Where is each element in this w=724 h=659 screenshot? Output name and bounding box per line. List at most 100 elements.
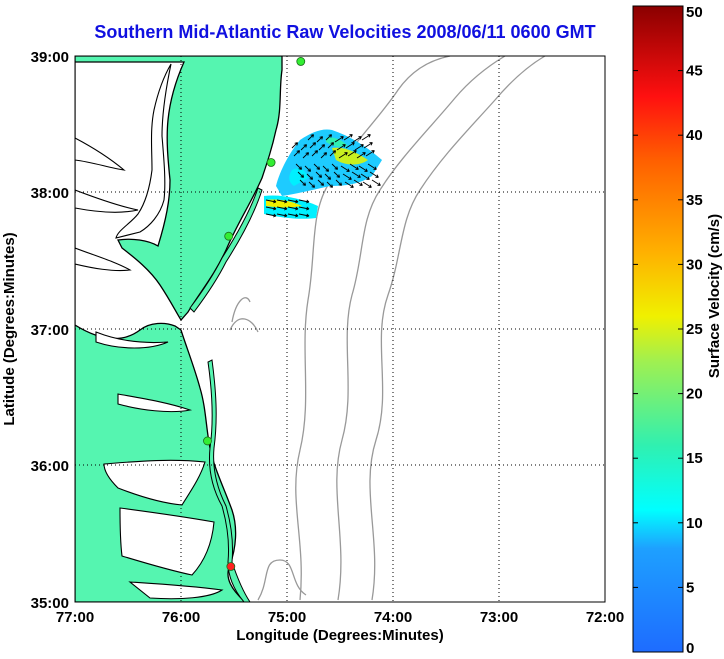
velocity-arrow [367, 163, 377, 170]
figure-title: Southern Mid-Atlantic Raw Velocities 200… [94, 22, 596, 42]
velocity-arrow [361, 134, 371, 141]
velocity-arrow [343, 134, 353, 141]
velocity-arrow [371, 179, 381, 186]
velocity-arrow [295, 163, 303, 170]
velocity-arrow [351, 171, 361, 178]
velocity-arrow [365, 150, 375, 157]
velocity-arrow [307, 134, 315, 141]
velocity-arrow [338, 152, 348, 159]
radar-station-marker [224, 231, 234, 241]
radar-station-marker [203, 436, 212, 446]
velocity-arrow [265, 199, 277, 204]
x-axis-label: Longitude (Degrees:Minutes) [236, 627, 444, 644]
velocity-arrow [313, 163, 321, 170]
velocity-arrow [352, 136, 362, 143]
colorbar-tick-label: 35 [686, 192, 703, 209]
colorbar-tick-label: 50 [686, 4, 703, 21]
x-tick-label: 76:00 [162, 609, 200, 626]
velocity-arrow [340, 165, 350, 172]
velocity-arrow [298, 199, 310, 204]
velocity-arrow [363, 142, 373, 149]
velocity-arrow [276, 213, 288, 218]
velocity-arrow [335, 179, 343, 186]
velocity-arrow [287, 199, 299, 204]
velocity-arrow [331, 163, 339, 170]
velocity-arrow [354, 144, 364, 151]
velocity-arrow [322, 165, 330, 172]
velocity-arrow [353, 179, 363, 186]
x-tick-label: 77:00 [56, 609, 94, 626]
y-tick-label: 39:00 [31, 49, 69, 66]
colorbar-tick-label: 15 [686, 450, 703, 467]
colorbar-tick-label: 25 [686, 321, 703, 338]
radar-station-marker [266, 158, 276, 167]
velocity-arrow [317, 179, 325, 186]
colorbar [632, 5, 684, 653]
velocity-arrow [356, 152, 366, 159]
velocity-arrow [327, 142, 335, 149]
velocity-arrow [347, 150, 357, 157]
velocity-arrow [358, 165, 368, 172]
velocity-arrow [287, 213, 299, 218]
velocity-arrow [306, 173, 314, 180]
velocity-arrow [298, 206, 310, 211]
velocity-arrow [334, 136, 344, 143]
colorbar-tick-label: 0 [686, 640, 694, 657]
velocity-arrow [320, 152, 328, 159]
velocity-arrow [318, 144, 326, 151]
velocity-arrow [316, 136, 324, 143]
velocity-arrow [265, 206, 277, 211]
velocity-field [264, 129, 382, 219]
radar-station-marker [296, 57, 306, 66]
colorbar-tick-label: 20 [686, 386, 703, 403]
velocity-arrow [297, 171, 305, 178]
hf-radar-stations [203, 57, 306, 571]
y-tick-label: 38:00 [31, 185, 69, 202]
plot-frame [74, 55, 606, 603]
velocity-arrow [298, 213, 310, 218]
x-tick-label: 72:00 [586, 609, 624, 626]
velocity-arrow [304, 165, 312, 172]
colorbar-ticks: 0 5 10 15 20 25 30 35 40 45 50 [633, 4, 703, 657]
velocity-arrow [276, 199, 288, 204]
grid-lines [75, 56, 605, 602]
velocity-arrow [311, 150, 319, 157]
x-tick-label: 75:00 [268, 609, 306, 626]
velocity-arrow [308, 181, 316, 188]
velocity-arrow [333, 171, 341, 178]
velocity-arrow [329, 150, 337, 157]
velocity-arrow [349, 163, 359, 170]
velocity-arrows [265, 134, 381, 218]
velocity-arrow [299, 179, 307, 186]
radar-station-marker [226, 562, 236, 571]
colorbar-tick-label: 5 [686, 579, 694, 596]
velocity-arrow [360, 173, 370, 180]
barrier-islands [189, 187, 263, 602]
velocity-arrow [300, 144, 308, 151]
y-tick-label: 35:00 [31, 595, 69, 612]
x-tick-label: 74:00 [374, 609, 412, 626]
velocity-arrow [342, 173, 352, 180]
colorbar-tick-label: 30 [686, 256, 703, 273]
velocity-arrow [326, 181, 334, 188]
colorbar-tick-label: 10 [686, 515, 703, 532]
velocity-arrow [291, 142, 299, 149]
velocity-arrow [287, 206, 299, 211]
x-tick-label: 73:00 [480, 609, 518, 626]
y-tick-label: 36:00 [31, 458, 69, 475]
inland-water [75, 63, 224, 600]
velocity-arrow [344, 181, 354, 188]
velocity-arrow [362, 181, 372, 188]
y-tick-label: 37:00 [31, 322, 69, 339]
velocity-arrow [369, 171, 379, 178]
velocity-arrow [293, 150, 301, 157]
y-axis-label: Latitude (Degrees:Minutes) [1, 232, 18, 425]
velocity-arrow [265, 213, 277, 218]
velocity-arrow [325, 134, 333, 141]
velocity-arrow [309, 142, 317, 149]
velocity-arrow [315, 171, 323, 178]
velocity-arrow [336, 144, 346, 151]
colorbar-tick-label: 40 [686, 127, 703, 144]
velocity-arrow [345, 142, 355, 149]
